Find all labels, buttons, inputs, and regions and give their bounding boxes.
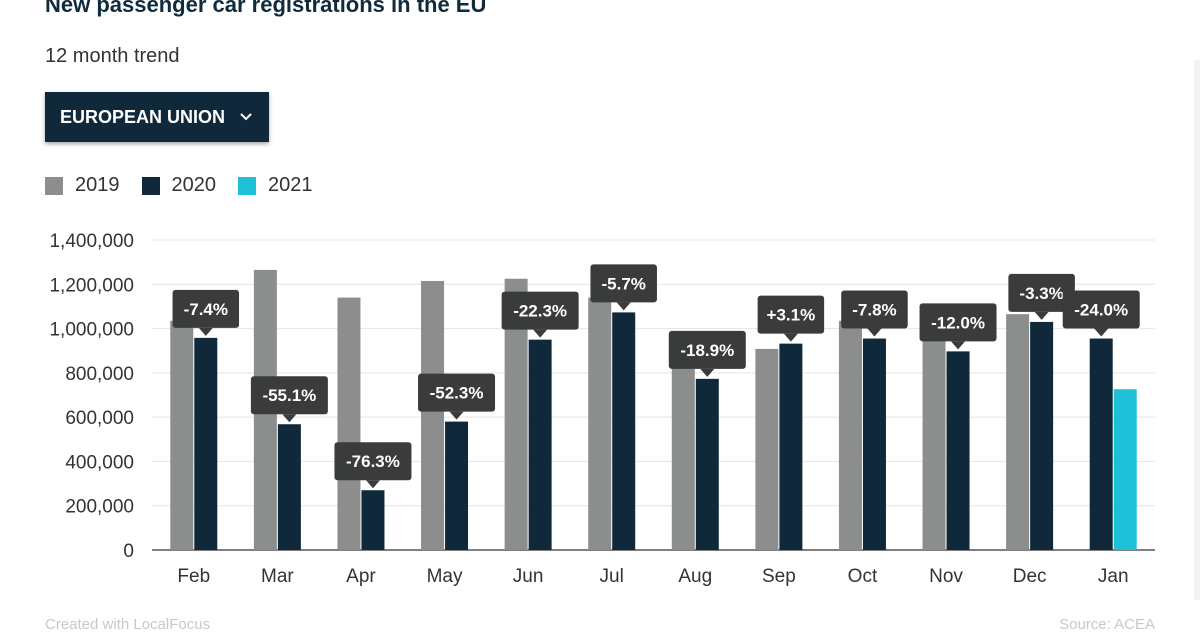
bar-2019-apr [337, 297, 361, 550]
bar-2020-nov [946, 351, 970, 550]
callout-box [668, 330, 746, 369]
callout-label: -55.1% [262, 386, 316, 405]
callout-label: -24.0% [1074, 301, 1128, 320]
bar-2021-jan [1113, 389, 1137, 550]
callout-label: -7.4% [184, 300, 228, 319]
x-tick-label: Feb [177, 566, 210, 587]
callout-box [334, 442, 412, 481]
x-tick-label: Sep [762, 566, 796, 587]
callout-box [172, 289, 240, 328]
bar-2019-aug [671, 338, 695, 550]
callout-pointer [1034, 311, 1049, 320]
bar-2020-may [445, 421, 469, 550]
x-tick-label: Mar [261, 566, 294, 587]
x-tick-label: Apr [346, 566, 376, 587]
y-tick-label: 400,000 [65, 452, 134, 473]
callout-pointer [198, 327, 213, 336]
callout-pointer [867, 328, 882, 337]
callout-box [1008, 273, 1075, 312]
x-tick-label: Jul [600, 566, 624, 587]
bar-2020-dec [1030, 321, 1054, 550]
y-tick-label: 1,400,000 [49, 231, 134, 252]
footer-credit[interactable]: Created with LocalFocus [45, 616, 211, 633]
callout-label: -3.3% [1019, 284, 1063, 303]
x-tick-label: Dec [1013, 566, 1047, 587]
callout-pointer [951, 341, 966, 350]
callout-label: +3.1% [767, 306, 816, 325]
bar-2019-may [421, 280, 445, 550]
bar-2020-oct [862, 338, 886, 550]
callout-pointer [1094, 328, 1109, 337]
callout-box [590, 264, 657, 303]
bar-2020-aug [695, 378, 719, 550]
bar-2020-feb [194, 337, 218, 550]
region-dropdown[interactable]: EUROPEAN UNION [45, 92, 269, 142]
callout-label: -12.0% [931, 313, 985, 332]
bar-2019-jun [504, 278, 528, 550]
legend-label-2021: 2021 [268, 174, 313, 196]
callout-pointer [365, 480, 380, 489]
callout-box [919, 303, 997, 342]
chart-subtitle: 12 month trend [45, 45, 180, 67]
legend-item-2019[interactable]: 2019 [45, 174, 120, 197]
x-tick-label: Oct [848, 566, 878, 587]
scrollbar[interactable] [1194, 60, 1200, 600]
callout-pointer [449, 411, 464, 420]
callout-label: -7.8% [852, 301, 896, 320]
callout-pointer [783, 333, 798, 342]
bar-2019-oct [838, 320, 862, 550]
callout-pointer [700, 368, 715, 377]
bar-2020-apr [361, 490, 385, 550]
callout-box [418, 373, 496, 412]
bar-2019-nov [922, 324, 946, 550]
bar-2020-sep [779, 343, 803, 550]
x-tick-label: Jun [513, 566, 544, 587]
footer-source: Source: ACEA [1059, 616, 1155, 633]
x-tick-label: May [427, 566, 463, 587]
legend-swatch-2020 [141, 176, 160, 195]
y-tick-label: 1,000,000 [49, 320, 134, 341]
bar-2020-mar [277, 424, 301, 550]
callout-pointer [282, 414, 297, 423]
legend-label-2019: 2019 [75, 174, 120, 196]
callout-label: -52.3% [430, 384, 484, 403]
y-tick-label: 0 [123, 541, 134, 562]
callout-label: -76.3% [346, 452, 400, 471]
callout-box [757, 295, 825, 334]
legend-item-2020[interactable]: 2020 [141, 174, 217, 197]
callout-label: -18.9% [680, 341, 734, 360]
x-tick-label: Nov [929, 566, 963, 587]
callout-box [501, 291, 579, 330]
legend-label-2020: 2020 [171, 174, 217, 196]
callout-label: -22.3% [513, 302, 567, 321]
y-tick-label: 200,000 [65, 497, 134, 518]
callout-box [250, 376, 328, 415]
x-tick-label: Aug [678, 566, 712, 587]
callout-pointer [533, 329, 548, 338]
x-tick-label: Jan [1098, 566, 1129, 587]
callout-label: -5.7% [601, 274, 645, 293]
bar-2019-feb [170, 320, 194, 550]
legend-swatch-2019 [45, 176, 63, 195]
bar-2019-dec [1006, 314, 1030, 550]
bar-2019-sep [755, 348, 779, 550]
bar-2020-jun [528, 339, 552, 550]
legend-item-2021[interactable]: 2021 [238, 174, 313, 197]
callout-box [841, 290, 908, 329]
callout-pointer [616, 302, 631, 311]
chevron-down-icon [239, 112, 253, 122]
y-tick-label: 800,000 [65, 364, 134, 385]
region-dropdown-label: EUROPEAN UNION [60, 106, 226, 127]
bar-2020-jan [1089, 338, 1113, 550]
legend-swatch-2021 [238, 176, 256, 195]
chart-title: New passenger car registrations in the E… [45, 0, 487, 17]
callout-box [1062, 290, 1140, 329]
bar-2020-jul [612, 312, 636, 550]
y-tick-label: 600,000 [65, 408, 134, 429]
bar-2019-jul [588, 297, 612, 550]
legend: 2019 2020 2021 [45, 174, 335, 197]
y-tick-label: 1,200,000 [49, 275, 134, 296]
